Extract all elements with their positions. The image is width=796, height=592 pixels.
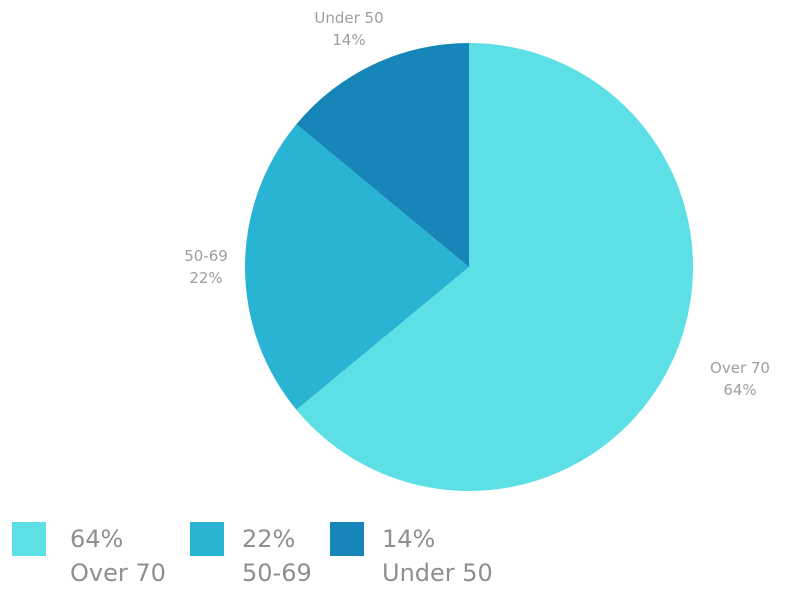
legend-label: Under 50	[382, 559, 493, 587]
legend-label: Over 70	[70, 559, 166, 587]
legend-swatch-under-50	[330, 522, 364, 556]
legend-percent: 14%	[382, 525, 436, 553]
legend-swatch-over-70	[12, 522, 46, 556]
pie-slice-50-69	[245, 124, 469, 410]
slice-label-name: Over 70	[710, 359, 770, 377]
slice-label-name: 50-69	[184, 247, 228, 265]
pie-slice-under-50	[296, 43, 469, 267]
slice-label-over-70: Over 70 64%	[710, 357, 770, 401]
pie-slice-over-70	[296, 43, 694, 492]
slice-label-50-69: 50-69 22%	[184, 245, 228, 289]
legend-percent: 64%	[70, 525, 124, 553]
slice-label-percent: 64%	[723, 381, 757, 399]
legend-text: 64% Over 70	[70, 522, 166, 590]
legend-text: 22% 50-69	[242, 522, 312, 590]
slice-label-percent: 22%	[189, 269, 223, 287]
slice-label-percent: 14%	[332, 31, 366, 49]
legend-swatch-50-69	[190, 522, 224, 556]
legend-text: 14% Under 50	[382, 522, 493, 590]
slice-label-name: Under 50	[314, 9, 384, 27]
slice-label-under-50: Under 50 14%	[314, 7, 383, 51]
legend-label: 50-69	[242, 559, 312, 587]
legend-percent: 22%	[242, 525, 296, 553]
